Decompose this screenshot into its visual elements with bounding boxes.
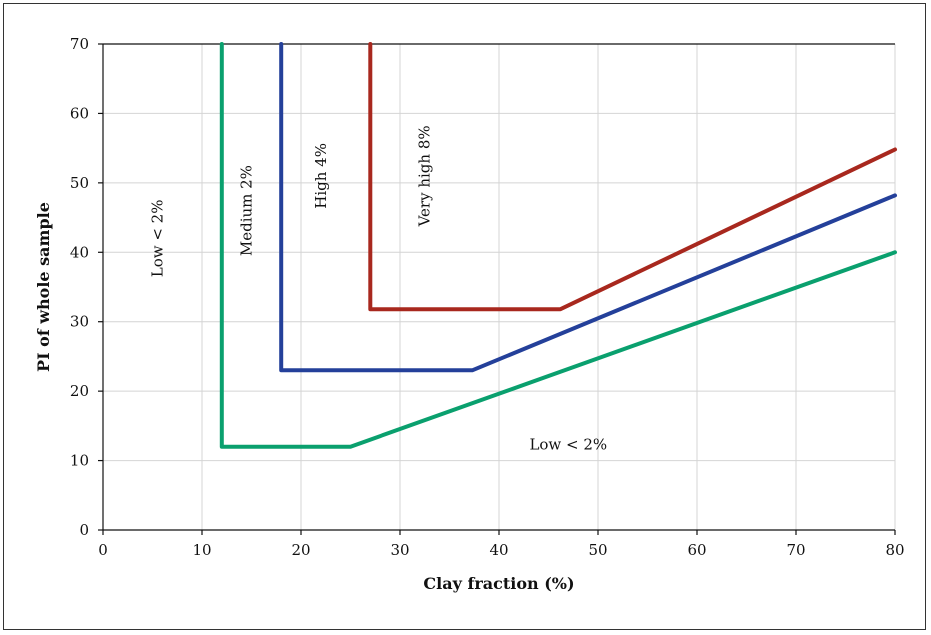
series-line: [279, 42, 897, 373]
region-label: High 4%: [312, 143, 330, 209]
series-layer: [219, 42, 897, 449]
series-line: [219, 42, 897, 449]
x-tick-label: 0: [98, 541, 108, 559]
region-label: Very high 8%: [416, 125, 434, 227]
grid-layer: [103, 43, 896, 530]
x-tick-label: 30: [390, 541, 409, 559]
x-tick-label: 20: [291, 541, 310, 559]
series-line: [368, 42, 897, 312]
y-tick-label: 10: [70, 452, 89, 470]
y-tick-label: 70: [70, 35, 89, 53]
region-label: Low < 2%: [148, 200, 166, 278]
y-axis-title: PI of whole sample: [34, 202, 53, 372]
x-tick-label: 60: [687, 541, 706, 559]
chart-frame: [3, 3, 926, 630]
y-tick-label: 40: [70, 243, 89, 261]
y-tick-label: 0: [79, 521, 89, 539]
x-tick-label: 80: [885, 541, 904, 559]
region-label: Low < 2%: [529, 436, 607, 454]
region-label: Medium 2%: [238, 165, 256, 256]
y-tick-label: 20: [70, 382, 89, 400]
annotation-layer: Low < 2% Medium 2% High 4% Very high 8% Low …: [148, 125, 607, 453]
y-tick-label: 60: [70, 104, 89, 122]
x-axis-title: Clay fraction (%): [423, 574, 574, 593]
y-tick-label: 50: [70, 174, 89, 192]
x-tick-label: 40: [489, 541, 508, 559]
x-tick-label: 70: [786, 541, 805, 559]
axis-layer: 0 10 20 30 40 50 60 70 80 0 10 20 30 40 50 60 70: [70, 35, 905, 559]
x-tick-label: 50: [588, 541, 607, 559]
y-tick-label: 30: [70, 313, 89, 331]
x-tick-label: 10: [192, 541, 211, 559]
